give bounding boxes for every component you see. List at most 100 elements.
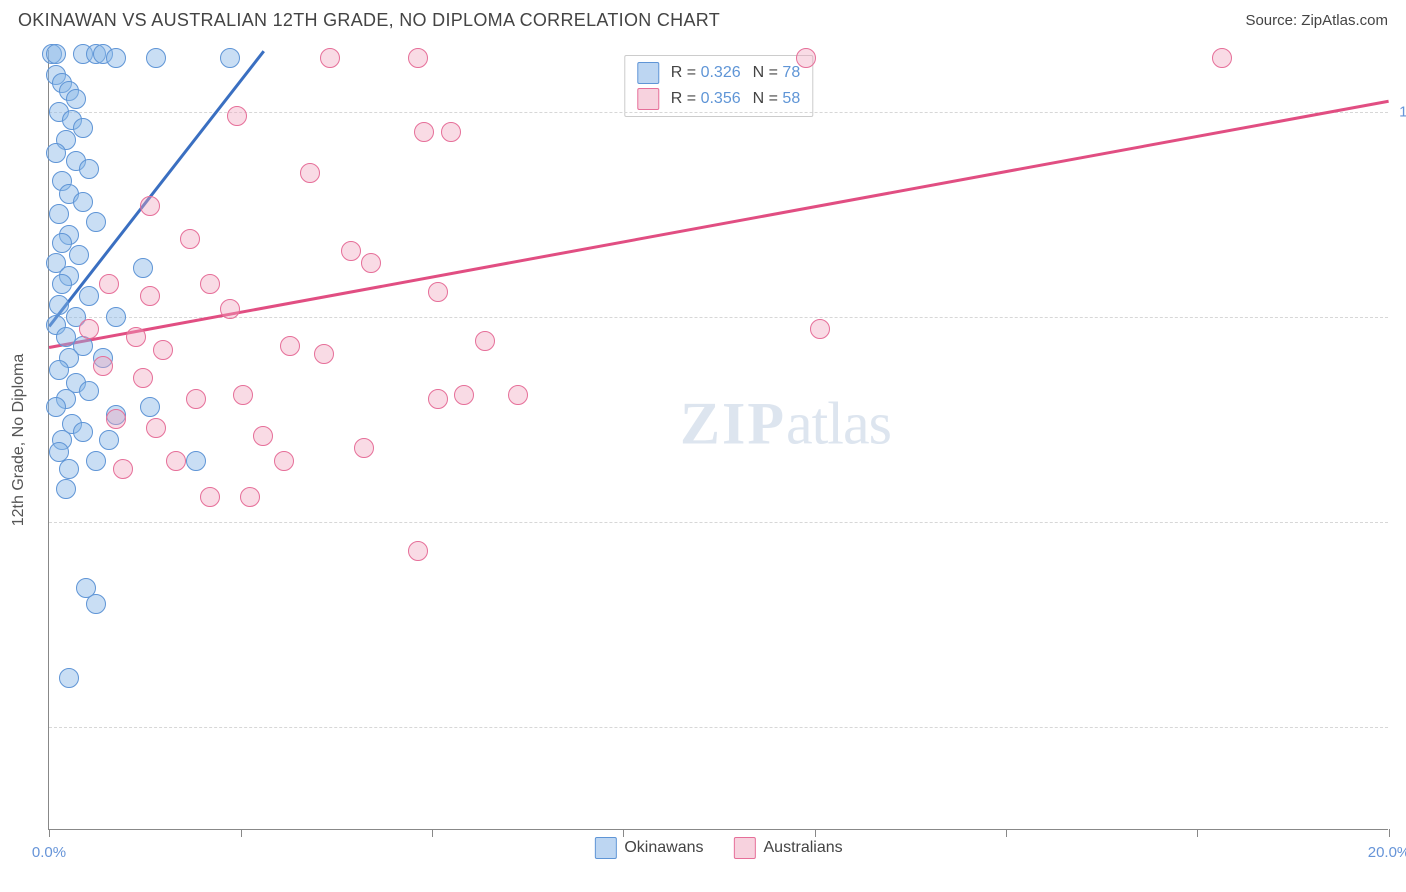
data-point [93, 356, 113, 376]
data-point [354, 438, 374, 458]
watermark: ZIPatlas [680, 389, 891, 458]
legend-item-australians: Australians [734, 837, 843, 859]
x-tick [1006, 829, 1007, 837]
data-point [133, 258, 153, 278]
data-point [99, 274, 119, 294]
data-point [341, 241, 361, 261]
data-point [166, 451, 186, 471]
data-point [73, 192, 93, 212]
data-point [49, 204, 69, 224]
data-point [200, 274, 220, 294]
data-point [79, 286, 99, 306]
data-point [86, 451, 106, 471]
data-point [59, 459, 79, 479]
data-point [140, 286, 160, 306]
data-point [454, 385, 474, 405]
data-point [280, 336, 300, 356]
trendline-australians [49, 99, 1389, 348]
data-point [796, 48, 816, 68]
data-point [86, 594, 106, 614]
legend-label: Australians [764, 839, 843, 857]
data-point [46, 397, 66, 417]
data-point [79, 381, 99, 401]
data-point [408, 48, 428, 68]
data-point [106, 409, 126, 429]
legend-label: Okinawans [624, 839, 703, 857]
correlation-legend: R = 0.326 N = 78 R = 0.356 N = 58 [624, 55, 813, 117]
data-point [106, 48, 126, 68]
y-tick-label: 90.0% [1395, 514, 1406, 531]
x-tick [1197, 829, 1198, 837]
legend-item-okinawans: Okinawans [594, 837, 703, 859]
chart-header: OKINAWAN VS AUSTRALIAN 12TH GRADE, NO DI… [0, 0, 1406, 39]
chart-title: OKINAWAN VS AUSTRALIAN 12TH GRADE, NO DI… [18, 10, 720, 31]
swatch-pink-icon [637, 88, 659, 110]
data-point [220, 299, 240, 319]
data-point [146, 418, 166, 438]
source-attribution: Source: ZipAtlas.com [1245, 12, 1388, 29]
data-point [86, 212, 106, 232]
n-label: N = 78 [753, 64, 801, 82]
n-label: N = 58 [753, 90, 801, 108]
x-tick [49, 829, 50, 837]
data-point [56, 479, 76, 499]
data-point [73, 118, 93, 138]
data-point [140, 196, 160, 216]
data-point [274, 451, 294, 471]
data-point [153, 340, 173, 360]
scatter-chart: 12th Grade, No Diploma ZIPatlas R = 0.32… [48, 50, 1388, 830]
swatch-blue-icon [637, 62, 659, 84]
series-legend: Okinawans Australians [594, 837, 842, 859]
data-point [52, 274, 72, 294]
r-label: R = 0.326 [671, 64, 741, 82]
data-point [66, 89, 86, 109]
data-point [441, 122, 461, 142]
y-tick-label: 85.0% [1395, 719, 1406, 736]
r-label: R = 0.356 [671, 90, 741, 108]
data-point [146, 48, 166, 68]
data-point [361, 253, 381, 273]
data-point [79, 159, 99, 179]
data-point [227, 106, 247, 126]
data-point [475, 331, 495, 351]
data-point [99, 430, 119, 450]
x-tick-label: 20.0% [1368, 844, 1406, 861]
y-tick-label: 100.0% [1395, 103, 1406, 120]
swatch-blue-icon [594, 837, 616, 859]
y-axis-title: 12th Grade, No Diploma [10, 353, 28, 526]
data-point [408, 541, 428, 561]
data-point [1212, 48, 1232, 68]
y-tick-label: 95.0% [1395, 308, 1406, 325]
data-point [140, 397, 160, 417]
data-point [79, 319, 99, 339]
data-point [59, 668, 79, 688]
data-point [46, 143, 66, 163]
data-point [180, 229, 200, 249]
x-tick [623, 829, 624, 837]
data-point [428, 389, 448, 409]
data-point [46, 44, 66, 64]
gridline [49, 522, 1388, 523]
data-point [106, 307, 126, 327]
data-point [253, 426, 273, 446]
data-point [508, 385, 528, 405]
data-point [69, 245, 89, 265]
data-point [300, 163, 320, 183]
gridline [49, 317, 1388, 318]
data-point [233, 385, 253, 405]
data-point [320, 48, 340, 68]
x-tick [1389, 829, 1390, 837]
data-point [810, 319, 830, 339]
data-point [240, 487, 260, 507]
gridline [49, 727, 1388, 728]
legend-row-australians: R = 0.356 N = 58 [637, 86, 800, 112]
legend-row-okinawans: R = 0.326 N = 78 [637, 60, 800, 86]
data-point [186, 389, 206, 409]
data-point [314, 344, 334, 364]
gridline [49, 112, 1388, 113]
data-point [428, 282, 448, 302]
x-tick [815, 829, 816, 837]
data-point [73, 422, 93, 442]
x-tick [432, 829, 433, 837]
data-point [414, 122, 434, 142]
